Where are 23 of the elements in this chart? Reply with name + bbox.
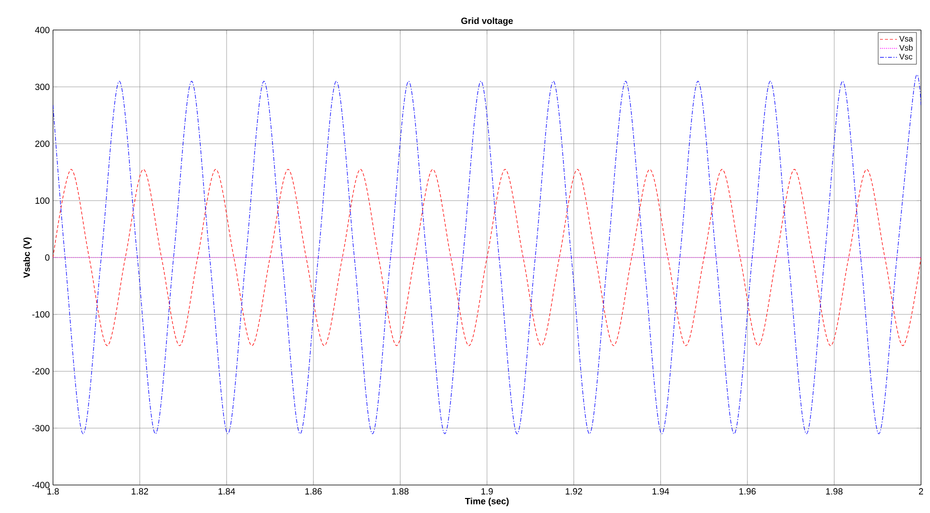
y-tick-label: -400	[32, 482, 50, 488]
x-tick-label: 1.88	[392, 488, 409, 495]
x-tick-label: 1.92	[566, 488, 582, 495]
x-tick-label: 1.9	[481, 488, 493, 495]
y-tick-label: 0	[45, 254, 50, 261]
y-axis-title: Vsabc (V)	[23, 238, 32, 278]
x-tick-label: 1.84	[218, 488, 236, 495]
x-tick-label: 2	[918, 488, 924, 494]
x-tick-label: 1.86	[305, 488, 322, 495]
x-tick-label: 1.98	[826, 488, 843, 495]
y-tick-label: -200	[32, 368, 50, 374]
y-tick-label: -300	[32, 424, 50, 432]
y-tick-label: 400	[35, 26, 50, 34]
chart-title: Grid voltage	[461, 17, 513, 26]
y-tick-label: 300	[35, 84, 50, 90]
y-tick-label: 100	[36, 197, 50, 204]
x-tick-label: 1.82	[132, 488, 148, 495]
y-tick-label: 200	[35, 140, 50, 147]
x-tick-label: 1.96	[739, 488, 756, 495]
x-tick-label: 1.8	[47, 488, 59, 495]
x-axis-title: Time (sec)	[465, 498, 509, 506]
y-tick-label: -100	[32, 311, 50, 318]
x-tick-label: 1.94	[652, 488, 670, 495]
